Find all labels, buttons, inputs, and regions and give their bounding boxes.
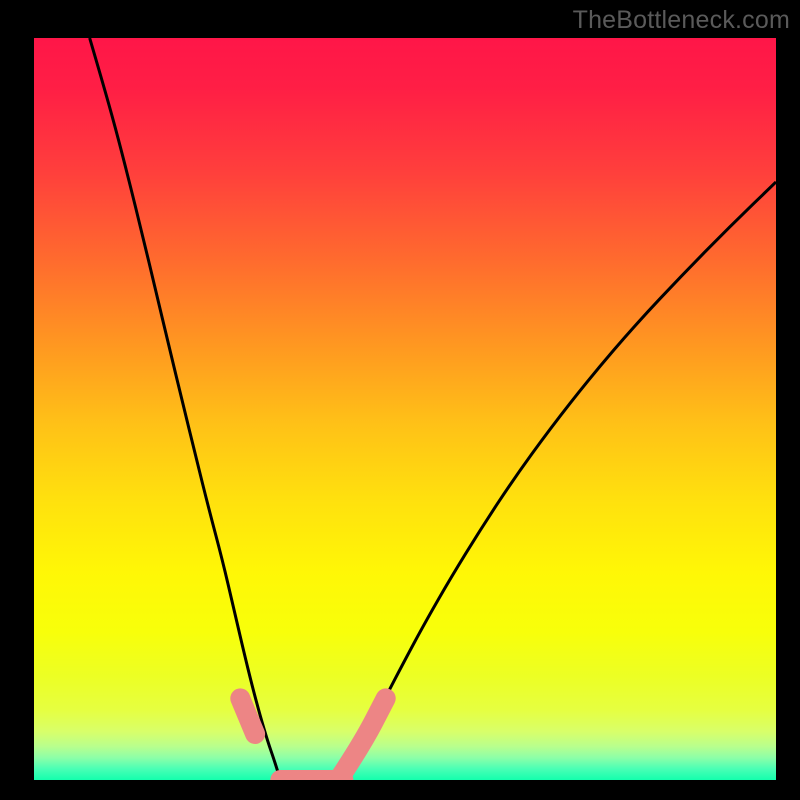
watermark-text: TheBottleneck.com [573,6,790,35]
chart-root: TheBottleneck.com [0,0,800,800]
plot-area [34,38,776,780]
curve-layer [34,38,776,780]
